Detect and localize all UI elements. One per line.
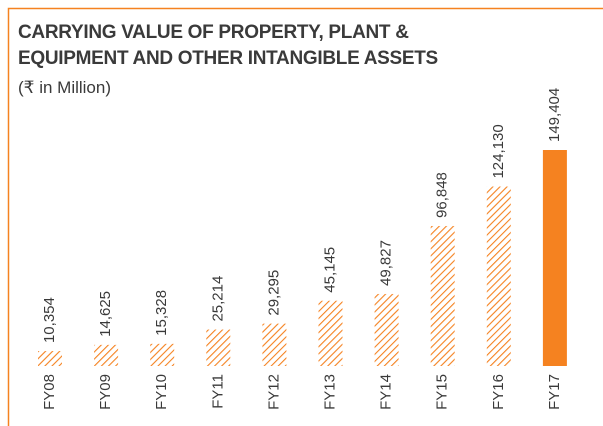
value-label: 49,827	[378, 240, 395, 286]
value-label: 149,404	[546, 88, 563, 142]
chart-title: EQUIPMENT AND OTHER INTANGIBLE ASSETS	[18, 48, 438, 69]
frame	[7, 7, 603, 426]
value-label: 96,848	[434, 172, 451, 218]
x-tick-label: FY13	[321, 374, 338, 410]
bar	[38, 351, 62, 366]
bar	[430, 225, 455, 366]
bar	[150, 343, 175, 366]
bar	[262, 323, 287, 366]
bar	[374, 293, 399, 366]
bar	[318, 300, 343, 366]
value-label: 124,130	[490, 124, 507, 178]
value-label: 29,295	[265, 270, 282, 316]
value-label: 25,214	[209, 276, 226, 322]
x-tick-label: FY14	[378, 374, 395, 410]
value-label: 14,625	[97, 291, 114, 337]
bar	[486, 186, 511, 366]
value-label: 15,328	[153, 290, 170, 336]
value-label: 10,354	[41, 297, 58, 343]
chart-title: CARRYING VALUE OF PROPERTY, PLANT &	[18, 22, 409, 43]
value-label: 45,145	[321, 247, 338, 293]
x-tick-label: FY17	[546, 374, 563, 410]
x-tick-label: FY15	[434, 374, 451, 410]
x-tick-label: FY09	[97, 374, 114, 410]
x-tick-label: FY08	[41, 374, 58, 410]
x-tick-label: FY16	[490, 374, 507, 410]
bar	[94, 344, 119, 366]
chart-subtitle: (₹ in Million)	[18, 78, 111, 97]
x-tick-label: FY12	[265, 374, 282, 410]
bar	[542, 150, 567, 366]
x-tick-label: FY11	[209, 374, 226, 409]
x-tick-label: FY10	[153, 374, 170, 410]
bar	[206, 329, 231, 366]
